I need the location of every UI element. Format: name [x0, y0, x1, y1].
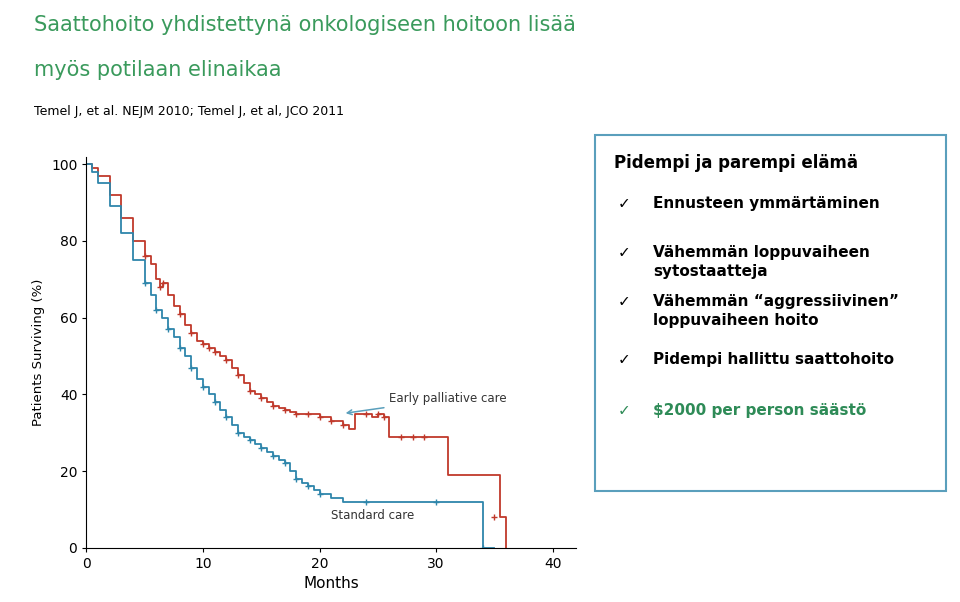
Text: Pidempi hallittu saattohoito: Pidempi hallittu saattohoito [653, 352, 894, 367]
Text: Ennusteen ymmärtäminen: Ennusteen ymmärtäminen [653, 196, 879, 211]
Text: Vähemmän loppuvaiheen
sytostaatteja: Vähemmän loppuvaiheen sytostaatteja [653, 245, 870, 279]
Text: ✓: ✓ [617, 196, 630, 211]
Text: $2000 per person säästö: $2000 per person säästö [653, 403, 866, 418]
Text: myös potilaan elinaikaa: myös potilaan elinaikaa [34, 60, 281, 80]
Text: Vähemmän “aggressiivinen”
loppuvaiheen hoito: Vähemmän “aggressiivinen” loppuvaiheen h… [653, 294, 899, 328]
Text: Temel J, et al. NEJM 2010; Temel J, et al, JCO 2011: Temel J, et al. NEJM 2010; Temel J, et a… [34, 105, 344, 119]
Text: ✓: ✓ [617, 245, 630, 260]
Text: Saattohoito yhdistettynä onkologiseen hoitoon lisää: Saattohoito yhdistettynä onkologiseen ho… [34, 15, 575, 35]
Text: Pidempi ja parempi elämä: Pidempi ja parempi elämä [614, 154, 858, 172]
X-axis label: Months: Months [303, 576, 359, 591]
Text: ✓: ✓ [617, 294, 630, 309]
Text: Standard care: Standard care [331, 509, 415, 522]
Text: ✓: ✓ [617, 403, 630, 418]
Y-axis label: Patients Surviving (%): Patients Surviving (%) [33, 279, 45, 426]
Text: Early palliative care: Early palliative care [348, 392, 507, 415]
Text: ✓: ✓ [617, 352, 630, 367]
